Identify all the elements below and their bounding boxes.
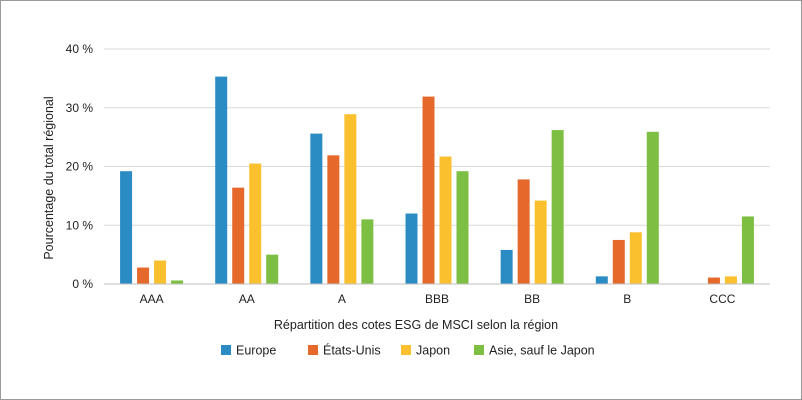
x-tick-label: AA: [239, 292, 255, 306]
legend-label: Asie, sauf le Japon: [489, 344, 595, 358]
x-tick-label: CCC: [709, 292, 735, 306]
bar: [405, 213, 418, 284]
bar: [534, 200, 547, 284]
bar: [266, 254, 279, 284]
bar: [422, 96, 435, 285]
bar: [361, 219, 374, 284]
legend-swatch: [221, 345, 231, 355]
legend: Europe États-Unis Japon Asie, sauf le Japon: [221, 343, 595, 358]
bar: [707, 277, 720, 284]
bar: [171, 280, 184, 284]
bars: [120, 76, 754, 285]
bar: [215, 76, 228, 284]
bar: [612, 239, 625, 284]
x-axis-title: Répartition des cotes ESG de MSCI selon …: [274, 318, 558, 332]
x-tick-label: BB: [524, 292, 540, 306]
gridlines: [104, 48, 770, 226]
y-tick-label: 10 %: [66, 218, 94, 232]
y-tick-label: 30 %: [66, 101, 94, 115]
x-axis-ticks: AAA AA A BBB BB B CCC: [140, 292, 736, 306]
x-tick-label: B: [623, 292, 631, 306]
bar: [154, 260, 167, 284]
y-tick-label: 20 %: [66, 160, 94, 174]
x-tick-label: BBB: [425, 292, 449, 306]
y-axis-title: Pourcentage du total régional: [42, 96, 56, 259]
bar: [232, 187, 245, 284]
legend-swatch: [401, 345, 411, 355]
bar: [344, 114, 357, 285]
bar: [724, 276, 737, 284]
legend-swatch: [308, 345, 318, 355]
bar: [327, 155, 340, 284]
bar: [629, 232, 642, 284]
bar: [551, 130, 564, 284]
legend-swatch: [474, 345, 484, 355]
bar: [456, 171, 469, 284]
bar: [646, 131, 659, 284]
legend-label: États-Unis: [323, 343, 381, 358]
bar: [517, 179, 530, 284]
bar: [741, 216, 754, 284]
y-tick-label: 0 %: [72, 277, 93, 291]
bar: [595, 276, 608, 284]
bar: [249, 163, 262, 284]
bar: [137, 267, 150, 284]
bar: [500, 249, 513, 284]
y-tick-label: 40 %: [66, 42, 94, 56]
legend-label: Europe: [236, 344, 276, 358]
legend-label: Japon: [416, 344, 450, 358]
bar: [310, 133, 323, 284]
x-tick-label: AAA: [140, 292, 164, 306]
y-axis-ticks: 0 % 10 % 20 % 30 % 40 %: [66, 42, 94, 291]
bar: [120, 171, 133, 284]
x-tick-label: A: [338, 292, 346, 306]
bar: [439, 156, 452, 284]
